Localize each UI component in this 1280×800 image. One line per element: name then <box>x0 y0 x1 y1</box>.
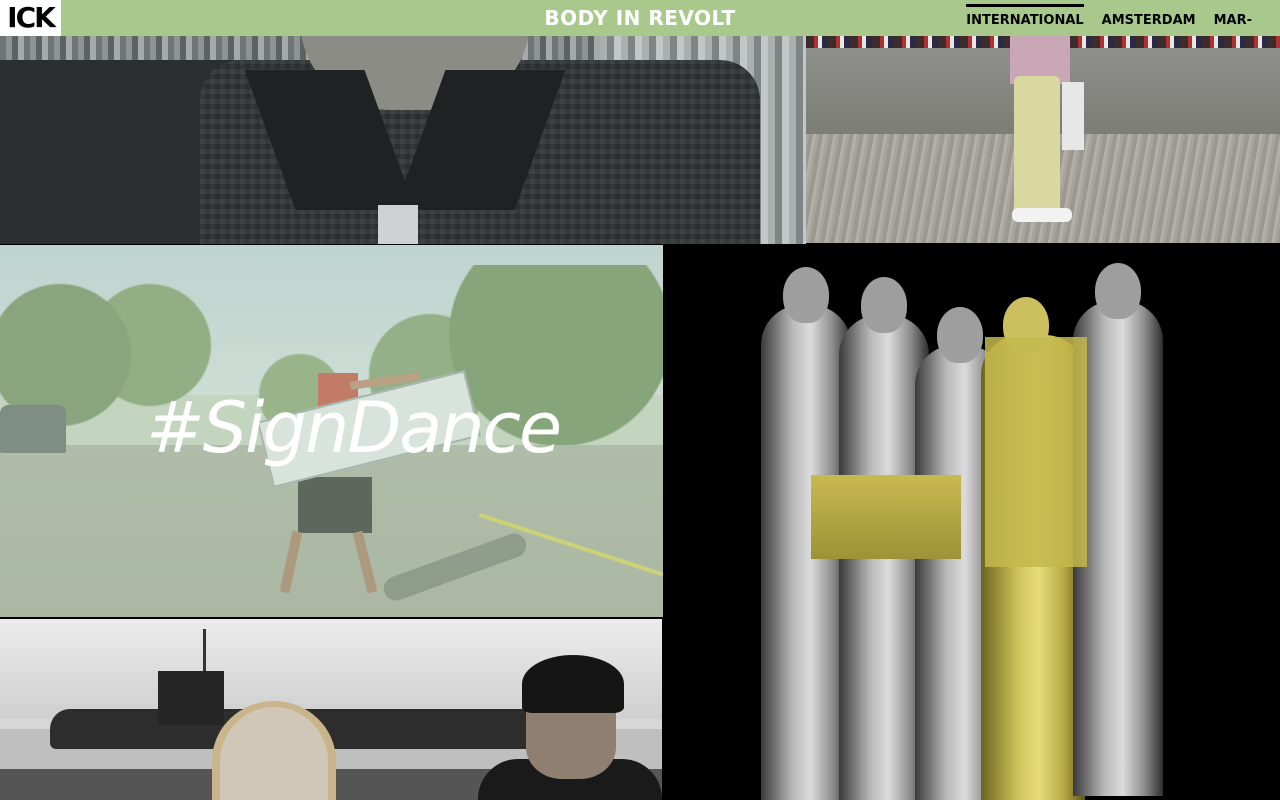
performer-shoes <box>1012 208 1072 222</box>
tile-couple-harbor[interactable] <box>0 619 662 800</box>
performer-legs <box>1014 76 1060 216</box>
nav-international[interactable]: INTERNATIONAL <box>966 3 1085 28</box>
tile-pixelated-portrait[interactable] <box>0 0 806 244</box>
tile-street-performer[interactable] <box>806 36 1280 243</box>
dancer-head <box>1095 263 1141 319</box>
signdance-van <box>0 405 66 453</box>
main-nav: INTERNATIONAL AMSTERDAM MAR- <box>966 0 1252 36</box>
ick-logo[interactable]: ICK <box>0 0 61 36</box>
portrait-undershirt <box>378 205 418 244</box>
signdance-overlay <box>0 245 663 617</box>
nav-amsterdam[interactable]: AMSTERDAM <box>1101 12 1196 28</box>
signdance-title: #SignDance <box>146 387 562 469</box>
dancer-yellow-block <box>811 475 961 559</box>
harbor-man-hat <box>522 655 624 713</box>
dancer-yellow-overlay <box>985 337 1087 567</box>
harbor-submarine-tower <box>158 671 224 725</box>
harbor-mast <box>203 629 206 673</box>
dancer-head <box>783 267 829 323</box>
tile-dancers[interactable] <box>663 245 1280 800</box>
dancer-head <box>937 307 983 363</box>
harbor-woman-face <box>220 707 328 800</box>
signdance-shorts <box>298 477 372 533</box>
dancer-figure <box>1073 263 1163 796</box>
performer-bag <box>1062 82 1084 150</box>
logo-text: ICK <box>7 1 56 34</box>
nav-mar[interactable]: MAR- <box>1213 12 1252 28</box>
top-bar: ICK BODY IN REVOLT INTERNATIONAL AMSTERD… <box>0 0 1280 36</box>
dancer-head <box>861 277 907 333</box>
tile-sign-dance[interactable]: #SignDance <box>0 245 663 617</box>
